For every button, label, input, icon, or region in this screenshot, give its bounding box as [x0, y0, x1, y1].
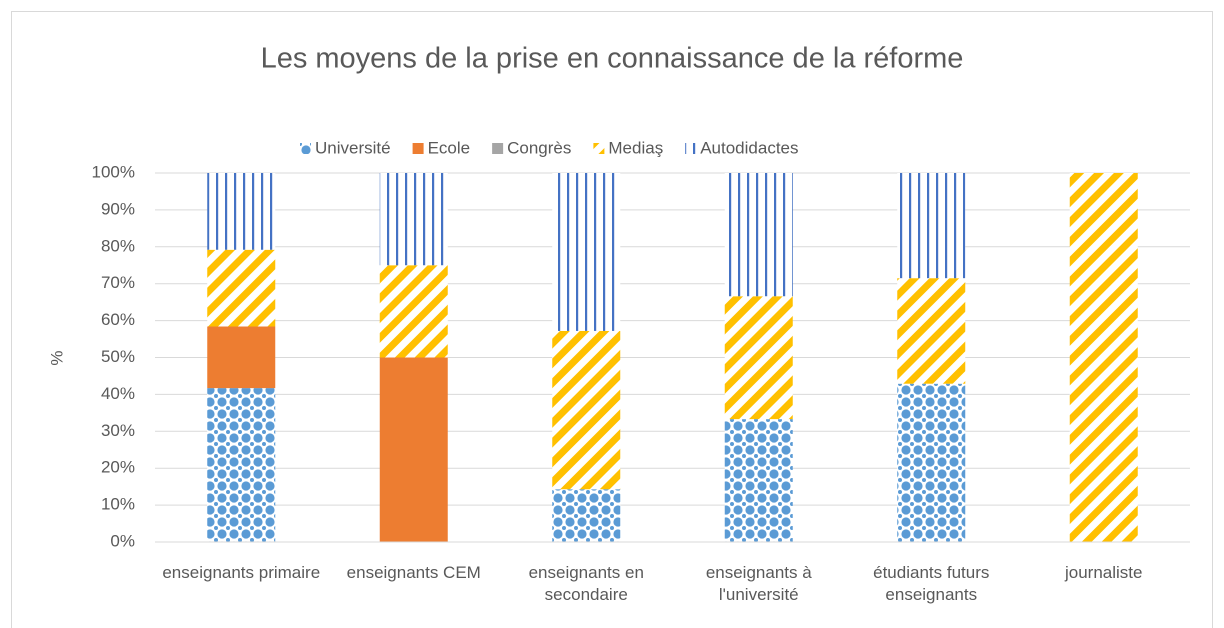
- legend-swatch: [492, 143, 504, 154]
- bar-segment: [207, 326, 276, 389]
- bar-segment: [724, 173, 793, 297]
- legend-swatch: [300, 143, 311, 154]
- legend-swatch: [412, 143, 424, 154]
- chart-title: Les moyens de la prise en connaissance d…: [261, 43, 964, 75]
- bar-segment: [897, 173, 966, 279]
- bar-segment: [552, 173, 621, 331]
- legend-swatch: [593, 143, 605, 154]
- legend-label: Congrès: [507, 138, 571, 157]
- x-tick-label: enseignants à l'université: [705, 563, 812, 604]
- bar-segment: [724, 419, 793, 542]
- y-axis-label: %: [47, 350, 66, 365]
- x-tick-label: enseignants en secondaire: [528, 563, 644, 604]
- bar-segment: [207, 173, 276, 250]
- y-tick-label: 70%: [101, 273, 135, 292]
- x-tick-label: enseignants CEM: [346, 563, 481, 582]
- y-tick-label: 50%: [101, 347, 135, 366]
- x-tick-label: étudiants futurs enseignants: [873, 563, 990, 604]
- y-tick-label: 10%: [101, 495, 135, 514]
- bar-segment: [1069, 173, 1138, 542]
- frame: [11, 11, 1213, 628]
- y-tick-label: 100%: [92, 162, 135, 181]
- bar-segment: [379, 265, 448, 358]
- bar-segment: [552, 330, 621, 490]
- x-tick-label: enseignants primaire: [162, 563, 321, 582]
- y-tick-label: 80%: [101, 236, 135, 255]
- bar-segment: [897, 383, 966, 542]
- bar-segment: [897, 278, 966, 384]
- legend-label: Autodidactes: [700, 138, 798, 157]
- bar-segment: [207, 249, 276, 327]
- y-tick-label: 90%: [101, 199, 135, 218]
- legend-swatch: [685, 143, 697, 154]
- y-tick-label: 30%: [101, 421, 135, 440]
- bar-segment: [379, 173, 448, 266]
- bar-segment: [552, 489, 621, 542]
- x-tick-label: journaliste: [1065, 563, 1143, 582]
- legend-label: Université: [315, 138, 391, 157]
- bar-segment: [207, 388, 276, 542]
- y-tick-label: 0%: [110, 531, 135, 550]
- legend-label: Mediaş: [608, 138, 663, 157]
- y-tick-label: 60%: [101, 310, 135, 329]
- y-tick-label: 40%: [101, 384, 135, 403]
- legend-label: Ecole: [428, 138, 471, 157]
- y-tick-label: 20%: [101, 458, 135, 477]
- bar-segment: [724, 296, 793, 420]
- bar-segment: [379, 357, 448, 542]
